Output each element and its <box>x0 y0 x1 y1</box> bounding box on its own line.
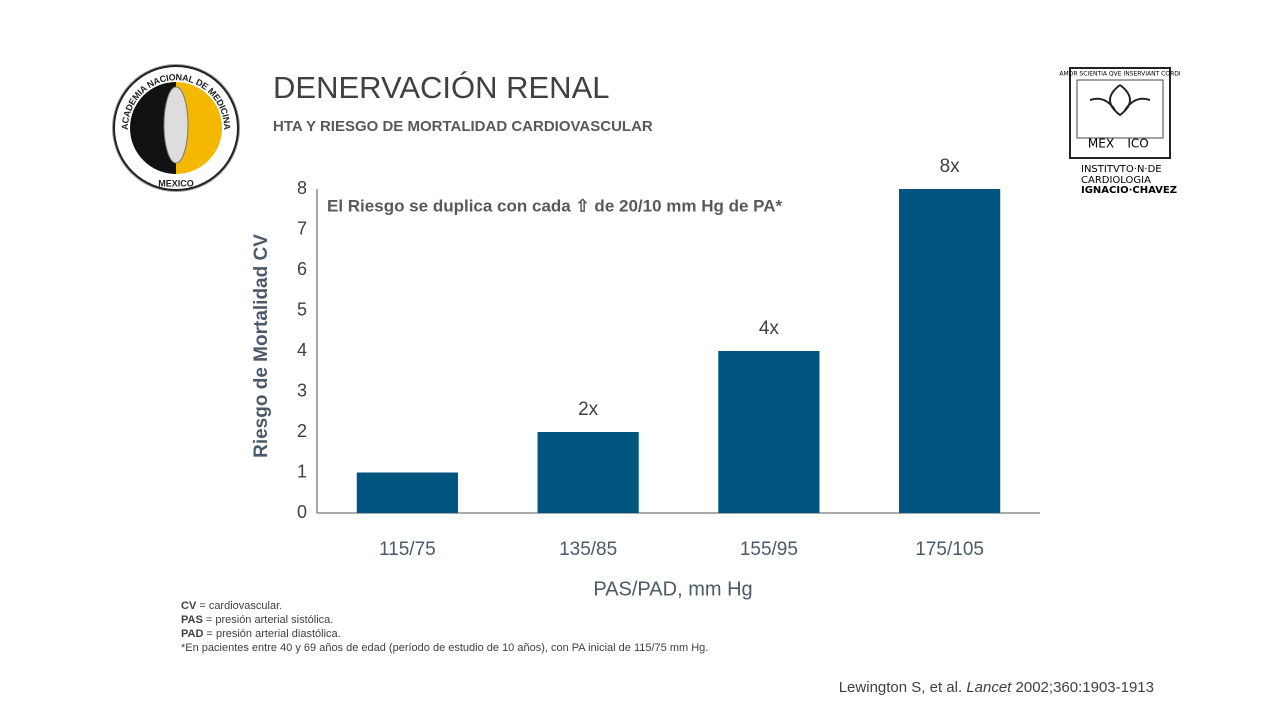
logo-left-half <box>130 82 176 174</box>
logo-motto: AMOR SCIENTIA QVE INSERVIANT CORDI <box>1059 71 1181 78</box>
y-tick-label: 8 <box>297 178 307 198</box>
x-tick-label: 135/85 <box>559 539 617 560</box>
x-tick-label: 115/75 <box>379 539 436 560</box>
citation-rest: 2002;360:1903-1913 <box>1011 679 1154 696</box>
value-label: 4x <box>759 318 780 339</box>
value-label: 8x <box>940 156 961 177</box>
footnote: PAS = presión arterial sistólica. <box>181 614 333 626</box>
logo-frame <box>1069 67 1171 159</box>
footnote-text: = cardiovascular. <box>196 600 282 612</box>
footnote-abbr: PAD <box>181 628 203 640</box>
footnote: *En pacientes entre 40 y 69 años de edad… <box>181 642 708 654</box>
footnote: PAD = presión arterial diastólica. <box>181 628 341 640</box>
citation-authors: Lewington S, et al. <box>839 679 967 696</box>
x-tick-label: 175/105 <box>915 539 984 560</box>
y-tick-label: 6 <box>297 259 307 279</box>
bar <box>718 351 820 513</box>
logo-right-half <box>176 82 222 174</box>
value-label: 2x <box>578 399 599 420</box>
logo-line: CARDIOLOGIA <box>1081 175 1151 186</box>
annotation: El Riesgo se duplica con cada ⇧ de 20/10… <box>327 196 783 215</box>
bar <box>356 472 458 513</box>
right-logo: AMOR SCIENTIA QVE INSERVIANT CORDI MEX I… <box>1059 67 1181 196</box>
logo-emblem <box>1089 84 1151 117</box>
bar <box>899 189 1001 513</box>
citation-journal: Lancet <box>966 679 1012 696</box>
logo-line: INSTITVTO·N·DE <box>1081 164 1162 175</box>
x-axis-label: PAS/PAD, mm Hg <box>593 578 752 600</box>
footnote-abbr: CV <box>181 600 197 612</box>
footnote-text: = presión arterial sistólica. <box>203 614 334 626</box>
y-tick-label: 4 <box>297 340 307 360</box>
citation: Lewington S, et al. Lancet 2002;360:1903… <box>839 679 1154 696</box>
y-tick-label: 7 <box>297 218 307 238</box>
y-tick-label: 1 <box>297 461 307 481</box>
logo-bottom-text: MEXICO <box>158 178 194 188</box>
subtitle: HTA Y RIESGO DE MORTALIDAD CARDIOVASCULA… <box>273 118 653 135</box>
title: DENERVACIÓN RENAL <box>273 70 610 105</box>
y-tick-label: 5 <box>297 299 307 319</box>
bar <box>537 432 639 513</box>
y-tick-label: 2 <box>297 421 307 441</box>
logo-figure <box>163 86 189 164</box>
footnote-text: = presión arterial diastólica. <box>203 628 340 640</box>
left-logo: ACADEMIA NACIONAL DE MEDICINA MEXICO <box>112 64 240 192</box>
x-tick-label: 155/95 <box>740 539 798 560</box>
footnote-abbr: PAS <box>181 614 203 626</box>
y-axis-label: Riesgo de Mortalidad CV <box>251 234 272 458</box>
footnotes: CV = cardiovascular. PAS = presión arteri… <box>181 600 708 654</box>
logo-mex: MEX <box>1088 137 1114 151</box>
logo-ico: ICO <box>1127 137 1148 151</box>
y-tick-label: 3 <box>297 380 307 400</box>
logo-line: IGNACIO·CHAVEZ <box>1081 185 1177 196</box>
y-tick-label: 0 <box>297 502 307 522</box>
logo-inner-frame <box>1076 79 1164 139</box>
footnote: CV = cardiovascular. <box>181 600 282 612</box>
